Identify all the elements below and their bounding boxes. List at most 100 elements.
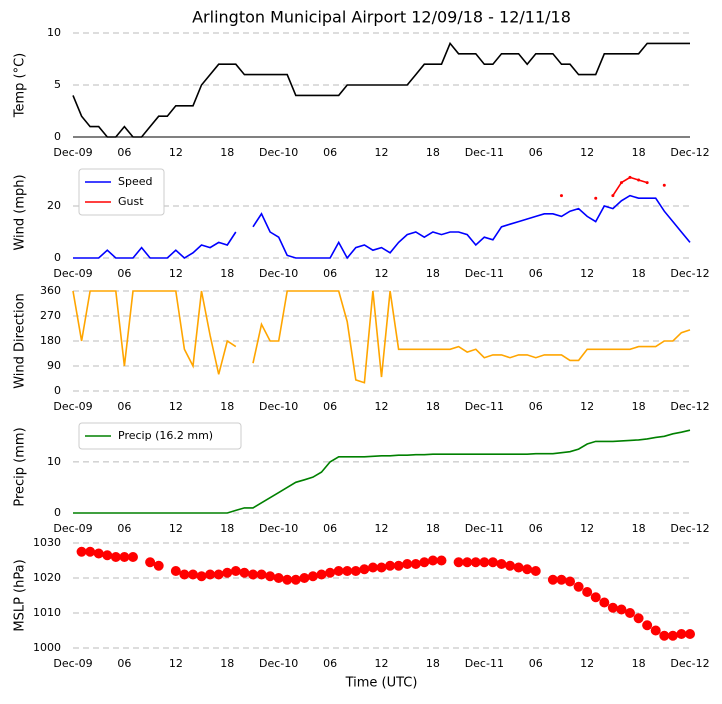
y-tick-label: 90 bbox=[47, 359, 61, 372]
y-tick-label: 270 bbox=[40, 309, 61, 322]
y-tick-label: 1000 bbox=[33, 641, 61, 654]
x-tick-label: 12 bbox=[169, 146, 183, 159]
x-tick-label: 18 bbox=[426, 400, 440, 413]
x-tick-label: 18 bbox=[632, 146, 646, 159]
point bbox=[385, 560, 396, 571]
x-tick-label: 12 bbox=[375, 657, 389, 670]
x-tick-label: 18 bbox=[632, 400, 646, 413]
x-tick-label: 06 bbox=[117, 146, 131, 159]
x-tick-label: 12 bbox=[169, 400, 183, 413]
x-tick-label: Dec-09 bbox=[53, 400, 92, 413]
x-tick-label: 06 bbox=[117, 400, 131, 413]
x-tick-label: 12 bbox=[169, 657, 183, 670]
point bbox=[307, 571, 318, 582]
legend-box bbox=[78, 422, 242, 450]
x-tick-label: Dec-10 bbox=[259, 657, 298, 670]
y-tick-label: 0 bbox=[54, 130, 61, 143]
point bbox=[599, 597, 610, 608]
x-tick-label: Dec-12 bbox=[670, 146, 709, 159]
x-tick-label: 18 bbox=[426, 267, 440, 280]
y-tick-label: 1020 bbox=[33, 571, 61, 584]
x-tick-label: Dec-11 bbox=[465, 267, 504, 280]
point bbox=[359, 564, 370, 575]
gust-point bbox=[594, 196, 598, 200]
point bbox=[616, 604, 627, 615]
point bbox=[419, 557, 430, 568]
point bbox=[650, 625, 661, 636]
point bbox=[145, 557, 156, 568]
y-tick-label: 180 bbox=[40, 334, 61, 347]
x-tick-label: Dec-10 bbox=[259, 400, 298, 413]
x-tick-label: 12 bbox=[580, 657, 594, 670]
point bbox=[667, 630, 678, 641]
x-tick-label: 18 bbox=[220, 267, 234, 280]
point bbox=[590, 592, 601, 603]
x-tick-label: 18 bbox=[426, 146, 440, 159]
x-tick-label: Dec-11 bbox=[465, 522, 504, 535]
point bbox=[170, 566, 181, 576]
point bbox=[427, 555, 438, 566]
point bbox=[265, 571, 276, 582]
point bbox=[127, 552, 138, 562]
x-tick-label: Dec-10 bbox=[259, 267, 298, 280]
y-tick-label: 0 bbox=[54, 251, 61, 264]
y-tick-label: 360 bbox=[40, 284, 61, 297]
point bbox=[290, 574, 301, 585]
point bbox=[299, 573, 310, 583]
x-tick-label: 12 bbox=[375, 267, 389, 280]
x-tick-label: 18 bbox=[426, 522, 440, 535]
x-tick-label: 12 bbox=[169, 522, 183, 535]
point bbox=[573, 581, 584, 592]
point bbox=[187, 569, 198, 580]
point bbox=[153, 560, 164, 571]
point bbox=[205, 569, 216, 580]
x-tick-label: 12 bbox=[580, 522, 594, 535]
x-tick-label: 06 bbox=[323, 400, 337, 413]
x-tick-label: Dec-11 bbox=[465, 400, 504, 413]
x-tick-label: Dec-09 bbox=[53, 146, 92, 159]
point bbox=[513, 562, 524, 573]
point bbox=[247, 569, 258, 580]
x-tick-label: 18 bbox=[632, 267, 646, 280]
point bbox=[642, 620, 653, 631]
point bbox=[496, 559, 507, 569]
legend-label: Gust bbox=[118, 195, 144, 208]
point bbox=[505, 560, 516, 571]
y-tick-label: 5 bbox=[54, 78, 61, 91]
x-tick-label: 18 bbox=[426, 657, 440, 670]
x-tick-label: 06 bbox=[323, 522, 337, 535]
point bbox=[282, 574, 293, 585]
x-tick-label: 18 bbox=[220, 400, 234, 413]
x-tick-label: Dec-12 bbox=[670, 657, 709, 670]
point bbox=[239, 567, 250, 578]
x-tick-label: Dec-09 bbox=[53, 267, 92, 280]
point bbox=[556, 574, 567, 585]
chart-title: Arlington Municipal Airport 12/09/18 - 1… bbox=[192, 8, 571, 27]
gust-point bbox=[559, 194, 563, 198]
y-axis-label: Precip (mm) bbox=[13, 427, 28, 506]
x-tick-label: Dec-10 bbox=[259, 522, 298, 535]
x-tick-label: Dec-09 bbox=[53, 657, 92, 670]
point bbox=[256, 569, 267, 580]
x-tick-label: 06 bbox=[323, 267, 337, 280]
x-tick-label: Dec-10 bbox=[259, 146, 298, 159]
series-line bbox=[73, 194, 691, 260]
point bbox=[547, 574, 558, 585]
y-axis-label: Temp (°C) bbox=[13, 53, 28, 119]
y-axis-label: Wind Direction bbox=[13, 293, 28, 389]
y-tick-label: 20 bbox=[47, 199, 61, 212]
point bbox=[273, 573, 284, 583]
point bbox=[607, 602, 618, 613]
x-tick-label: 12 bbox=[375, 146, 389, 159]
y-tick-label: 10 bbox=[47, 26, 61, 39]
legend-label: Precip (16.2 mm) bbox=[118, 429, 213, 442]
x-tick-label: 06 bbox=[323, 657, 337, 670]
point bbox=[530, 566, 541, 576]
series-line bbox=[72, 290, 691, 384]
point bbox=[402, 559, 413, 569]
point bbox=[685, 629, 695, 639]
point bbox=[76, 546, 87, 557]
point bbox=[213, 569, 224, 580]
x-tick-label: 06 bbox=[117, 657, 131, 670]
